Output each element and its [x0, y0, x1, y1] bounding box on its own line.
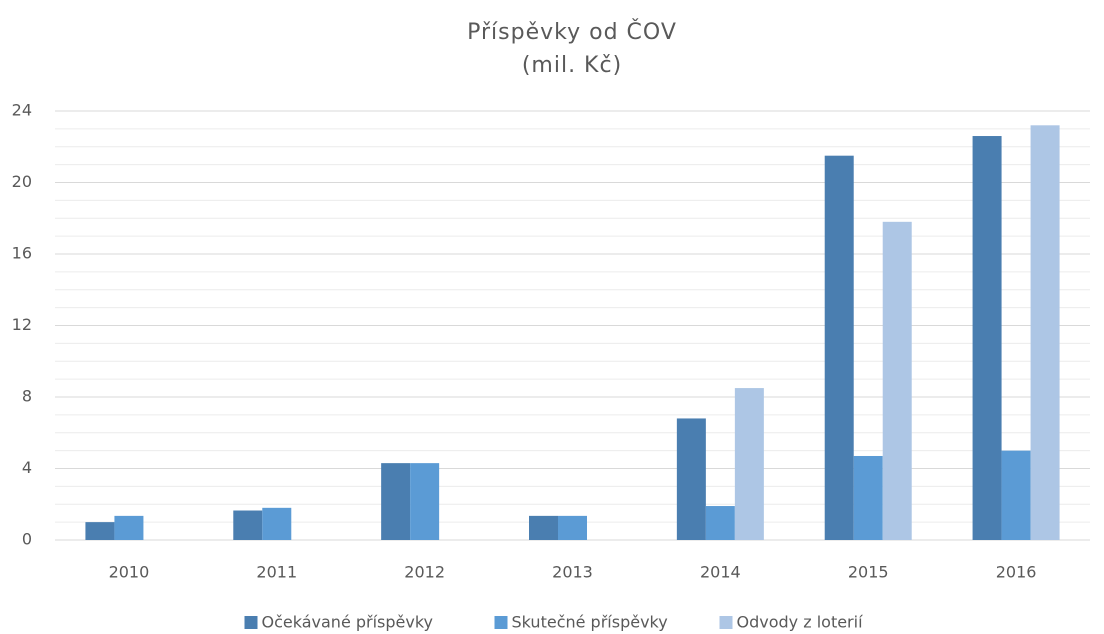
y-tick-label: 4: [22, 458, 32, 477]
y-tick-label: 8: [22, 387, 32, 406]
x-tick-label: 2011: [256, 563, 297, 582]
x-tick-label: 2012: [404, 563, 445, 582]
x-tick-label: 2014: [700, 563, 741, 582]
bar: [558, 515, 587, 540]
legend-label: Odvody z loterií: [737, 613, 864, 632]
x-tick-label: 2013: [552, 563, 593, 582]
legend-swatch: [244, 616, 258, 629]
bar: [676, 418, 706, 540]
bar: [233, 510, 263, 540]
x-tick-label: 2010: [109, 563, 150, 582]
bar: [1030, 125, 1060, 541]
chart-subtitle: (mil. Kč): [522, 53, 622, 78]
bar: [410, 463, 440, 540]
bar: [734, 388, 764, 540]
bar: [114, 515, 144, 540]
legend-swatch: [719, 616, 733, 629]
bar: [853, 455, 883, 540]
bar: [705, 506, 735, 540]
x-tick-label: 2016: [996, 563, 1037, 582]
legend-swatch: [494, 616, 508, 629]
bar: [381, 463, 411, 540]
x-tick-label: 2015: [848, 563, 889, 582]
legend-label: Očekávané příspěvky: [262, 613, 434, 632]
chart-title: Příspěvky od ČOV: [467, 19, 677, 45]
y-tick-label: 16: [12, 244, 32, 263]
y-tick-label: 24: [12, 101, 32, 120]
bar: [882, 221, 912, 540]
bar: [85, 522, 115, 540]
bar: [824, 155, 854, 540]
bar: [972, 136, 1002, 540]
bar: [529, 515, 558, 540]
y-tick-label: 20: [12, 172, 32, 191]
bar: [262, 507, 292, 540]
legend-label: Skutečné příspěvky: [512, 613, 668, 632]
y-tick-label: 12: [12, 315, 32, 334]
y-tick-label: 0: [22, 530, 32, 549]
bar: [1001, 450, 1031, 540]
